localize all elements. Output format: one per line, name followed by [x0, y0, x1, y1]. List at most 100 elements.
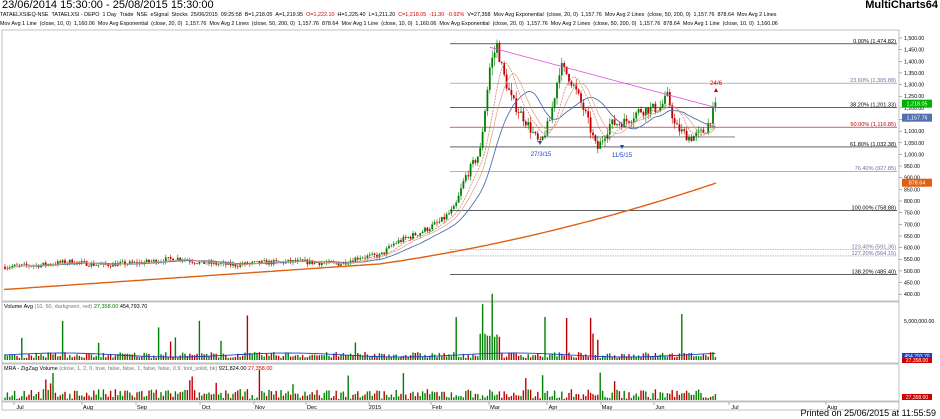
volume-bar [93, 357, 95, 360]
status-field: 1,157.76 [526, 21, 548, 27]
mra-bar [637, 396, 640, 400]
candle-body [440, 216, 443, 222]
candle-body [611, 119, 614, 125]
candle-body [121, 261, 124, 263]
candle-body [541, 136, 544, 140]
mra-bar [683, 393, 685, 400]
status-field: V=27,358 [467, 12, 491, 18]
candle-body [563, 63, 566, 67]
candle-body [678, 124, 681, 132]
mra-bar [97, 389, 100, 400]
candle-body [390, 245, 393, 247]
status-line-2: Mov Avg 1 Line (close, 10, 0) 1,160.06 Mov … [0, 21, 940, 29]
mra-bar [109, 390, 112, 400]
candle-body [68, 259, 71, 263]
candle-body [599, 141, 602, 149]
status-field: 1,160.06 [415, 21, 437, 27]
mra-bar [477, 394, 479, 400]
fib-label: 50.00% (1,116.85) [850, 122, 896, 128]
status-field: 1,157.76 [297, 21, 319, 27]
volume-bar [369, 356, 371, 360]
candle-body [308, 260, 311, 265]
status-field: Trade [119, 12, 134, 18]
price-tick-label: 850.00 [904, 187, 920, 193]
mra-bar [45, 379, 47, 400]
candle-body [409, 236, 412, 239]
mra-bar [537, 391, 539, 400]
volume-bar [349, 353, 352, 360]
status-field: (close, 20, 0) [492, 21, 524, 27]
mra-bar [210, 394, 213, 400]
time-tick-label: Oct [202, 405, 211, 411]
status-field: TATAELXSI - DEPO [51, 12, 100, 18]
candle-body [484, 111, 486, 132]
candle-body [258, 260, 261, 264]
mra-bar [117, 395, 119, 400]
volume-bar [198, 320, 201, 360]
volume-bar [66, 357, 69, 360]
candle-body [400, 240, 402, 242]
candle-body [361, 257, 364, 259]
mra-bar [621, 397, 623, 400]
candle-body [172, 258, 174, 262]
volume-bar [618, 356, 621, 360]
mra-bar [623, 390, 625, 400]
candle-body [275, 260, 278, 261]
candle-body [692, 136, 695, 141]
volume-bar [551, 354, 553, 360]
volume-bar [671, 353, 673, 360]
volume-bar [558, 352, 561, 360]
mra-bar [445, 396, 448, 400]
mra-bar [253, 398, 256, 400]
volume-bar [666, 356, 669, 360]
volume-bar [301, 355, 304, 360]
candle-body [596, 140, 599, 149]
candle-body [402, 236, 405, 242]
candle-body [623, 118, 626, 128]
volume-bar [321, 355, 323, 360]
mra-bar [429, 394, 431, 400]
mra-bar [657, 398, 659, 400]
mra-bar [654, 389, 657, 400]
candle-body [215, 262, 218, 265]
mra-badge-bg [902, 394, 932, 400]
status-field: C=1,218.05 [398, 12, 427, 18]
volume-bar [232, 357, 234, 360]
mra-bar [57, 396, 59, 400]
volume-bar [342, 353, 345, 360]
mra-bar [153, 392, 155, 400]
time-tick-label: 2015 [369, 405, 381, 411]
candle-body [474, 160, 477, 163]
price-tick-label: 1,250.00 [904, 94, 924, 100]
volume-bar [131, 354, 133, 360]
candle-body [712, 107, 714, 124]
volume-bar [630, 357, 633, 360]
volume-bar [371, 355, 373, 360]
mra-bar [304, 391, 306, 400]
candle-body [294, 260, 297, 262]
volume-bar [529, 357, 532, 360]
candle-body [232, 263, 234, 266]
mra-bar [498, 391, 501, 400]
mra-bar [685, 390, 688, 400]
mra-bar [642, 390, 645, 400]
mra-bar [198, 392, 201, 400]
volume-bar [61, 320, 64, 360]
candle-body [462, 181, 465, 189]
volume-bar [611, 356, 613, 360]
status-field: (close, 20, 0) [151, 21, 183, 27]
mra-bar [40, 398, 42, 400]
volume-bar [505, 356, 508, 360]
mra-bar [417, 392, 419, 400]
status-field: TATAELXSIEQ-NSE [0, 12, 49, 18]
price-tick-label: 1,050.00 [904, 141, 924, 147]
volume-bar [330, 357, 333, 360]
mra-bar [465, 390, 467, 400]
candle-body [584, 109, 587, 112]
mra-bar [270, 391, 273, 400]
mra-bar [217, 394, 220, 400]
candle-body [313, 262, 316, 264]
mra-bar [419, 395, 421, 400]
volume-bar [472, 354, 474, 360]
